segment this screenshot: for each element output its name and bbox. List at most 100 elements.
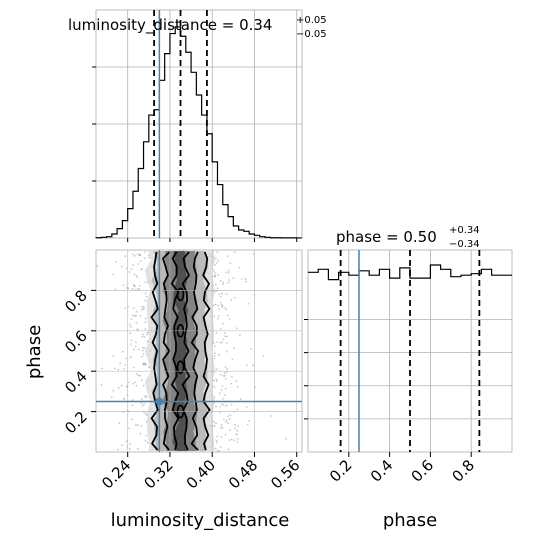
posterior-sample-point [224,378,227,380]
contour-blob-0 [176,287,185,302]
posterior-sample-point [144,281,147,284]
posterior-sample-point [213,386,216,389]
posterior-sample-point [134,345,137,348]
posterior-sample-point [146,441,149,444]
posterior-sample-point [217,304,220,307]
posterior-sample-point [140,425,143,427]
posterior-sample-point [215,331,218,334]
posterior-sample-point [228,318,231,320]
joint-xtick-label-3: 0.48 [225,456,261,492]
posterior-sample-point [135,373,138,375]
posterior-sample-point [227,415,229,417]
contour-1-right [190,251,200,451]
posterior-sample-point [227,272,230,274]
posterior-sample-point [133,273,136,276]
posterior-sample-point [146,340,149,343]
posterior-sample-point [225,335,228,338]
posterior-sample-point [216,287,219,290]
posterior-sample-point [225,271,227,274]
posterior-sample-point [138,253,141,256]
posterior-sample-point [252,364,255,367]
posterior-sample-point [113,367,116,370]
posterior-sample-point [112,389,115,392]
posterior-sample-point [226,255,229,257]
x-axis-title-luminosity-distance: luminosity_distance [111,510,290,531]
posterior-sample-point [133,254,136,257]
posterior-sample-point [135,288,137,291]
posterior-sample-point [117,387,120,389]
posterior-sample-point [222,418,225,421]
posterior-sample-point [224,332,226,334]
posterior-sample-point [225,421,228,423]
posterior-sample-point [143,403,145,406]
posterior-sample-point [125,267,128,270]
posterior-sample-point [213,379,215,382]
posterior-sample-point [135,310,138,313]
phase-title: phase = 0.50 [336,228,437,246]
posterior-sample-point [144,328,147,330]
posterior-sample-point [229,262,232,264]
posterior-sample-point [131,314,134,317]
posterior-sample-point [132,348,135,351]
posterior-sample-point [122,284,125,287]
posterior-sample-point [141,355,143,358]
posterior-sample-point [117,368,120,371]
posterior-sample-point [137,288,140,290]
posterior-sample-point [227,422,230,425]
joint-ytick-label-3: 0.8 [61,287,91,317]
luminosity-distance-title: luminosity_distance = 0.34 [68,16,272,35]
posterior-sample-point [136,447,139,450]
posterior-sample-point [124,255,127,257]
posterior-sample-point [225,404,228,407]
posterior-sample-point [100,384,103,386]
posterior-sample-point [217,259,220,262]
posterior-sample-point [214,274,216,277]
posterior-sample-point [142,333,145,336]
posterior-sample-point [219,373,222,376]
posterior-sample-point [131,399,134,401]
contour-blob-2 [176,360,185,375]
posterior-sample-point [233,251,236,254]
posterior-sample-point [245,406,248,408]
contour-2-right [202,251,211,451]
posterior-sample-point [233,296,236,299]
posterior-sample-point [224,433,227,436]
posterior-sample-point [214,345,216,348]
joint-xtick-label-2: 0.40 [183,456,219,492]
posterior-sample-point [128,427,131,430]
posterior-sample-point [144,363,146,366]
posterior-sample-point [135,274,138,277]
posterior-sample-point [130,318,133,320]
phase-xtick-label-0: 0.2 [326,456,356,486]
posterior-sample-point [233,439,235,442]
posterior-sample-point [220,328,222,330]
posterior-sample-point [130,325,132,328]
posterior-sample-point [101,367,103,370]
posterior-sample-point [239,334,241,336]
posterior-sample-point [214,303,217,306]
posterior-sample-point [215,378,218,381]
posterior-sample-point [141,308,143,311]
posterior-sample-point [142,305,145,308]
posterior-sample-point [228,279,231,282]
posterior-sample-point [132,307,135,309]
posterior-sample-point [218,392,221,395]
posterior-sample-point [132,264,134,267]
posterior-sample-point [224,366,227,368]
posterior-sample-point [133,285,136,287]
phase-xtick-label-3: 0.8 [448,456,478,486]
posterior-sample-point [236,430,239,432]
posterior-sample-point [125,440,128,443]
posterior-sample-point [114,288,117,291]
posterior-sample-point [220,424,223,426]
posterior-sample-point [216,435,219,438]
posterior-sample-point [139,315,142,317]
posterior-sample-point [143,257,146,259]
posterior-sample-point [135,322,138,324]
posterior-sample-point [223,374,226,377]
posterior-sample-point [130,343,132,346]
posterior-sample-point [131,418,134,421]
posterior-sample-point [121,265,123,268]
posterior-sample-point [229,414,232,417]
posterior-sample-point [230,375,233,378]
